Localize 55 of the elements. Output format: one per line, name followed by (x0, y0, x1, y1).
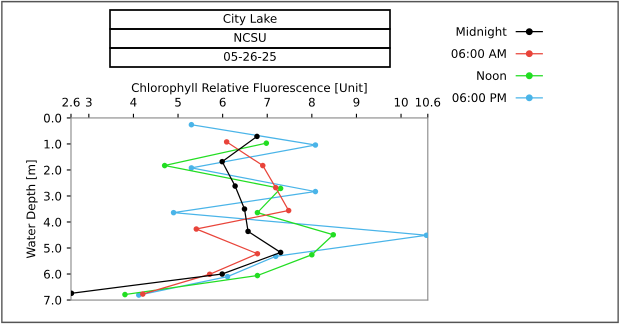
point (260, 162, 266, 168)
x-tick-label: 2.6 (62, 98, 80, 107)
y-tick-label: 2.0 (44, 166, 62, 175)
point (162, 162, 168, 168)
point (330, 232, 336, 238)
point (254, 134, 260, 140)
x-tick-label: 10 (394, 98, 408, 107)
y-tick-label: 6.0 (44, 270, 62, 279)
point (264, 140, 270, 146)
point (188, 165, 194, 171)
point (219, 271, 225, 277)
point (254, 210, 260, 216)
x-tick-label: 3 (86, 98, 92, 107)
x-tick-label: 10.6 (416, 98, 440, 107)
point (224, 274, 230, 280)
point (278, 186, 284, 192)
text: 05-26-25 (224, 52, 276, 61)
y-tick-label: 3.0 (44, 192, 62, 201)
chart-title: City Lake (223, 14, 277, 26)
y-tick-label: 5.0 (44, 244, 62, 253)
point (194, 226, 200, 232)
legend-label: 06:00 PM (452, 93, 506, 102)
point (254, 250, 260, 256)
y-axis-title: Water Depth [m] (26, 160, 38, 258)
y-tick-label: 0.0 (44, 114, 62, 123)
point (170, 210, 176, 216)
x-tick-label: 4 (130, 98, 137, 106)
x-tick-label: 5 (175, 98, 181, 107)
point (219, 158, 225, 164)
x-tick-label: 6 (220, 98, 226, 107)
legend-label: Midnight (456, 26, 507, 38)
point (312, 188, 318, 194)
point (272, 184, 278, 190)
point (224, 139, 230, 145)
x-tick-label: 8 (308, 98, 315, 107)
x-tick-label: 9 (353, 98, 360, 107)
legend-label: 06:00 AM (452, 49, 506, 58)
legend-label: Noon (477, 71, 506, 80)
y-tick-label: 4.0 (44, 218, 62, 227)
point (254, 272, 260, 278)
y-tick-label: 1.0 (44, 140, 62, 149)
point (245, 228, 251, 234)
point (140, 291, 146, 297)
x-axis-title: Chlorophyll Relative Fluorescence [Unit] (132, 82, 367, 94)
point (188, 122, 194, 128)
x-tick-label: 7 (264, 98, 270, 106)
y-tick-label: 7.0 (44, 296, 62, 305)
point (286, 208, 292, 214)
point (242, 206, 248, 212)
point (232, 183, 238, 189)
point (278, 250, 284, 256)
chart-subtitle: NCSU (234, 32, 266, 42)
point (312, 142, 318, 148)
point (309, 252, 315, 258)
point (122, 292, 128, 298)
